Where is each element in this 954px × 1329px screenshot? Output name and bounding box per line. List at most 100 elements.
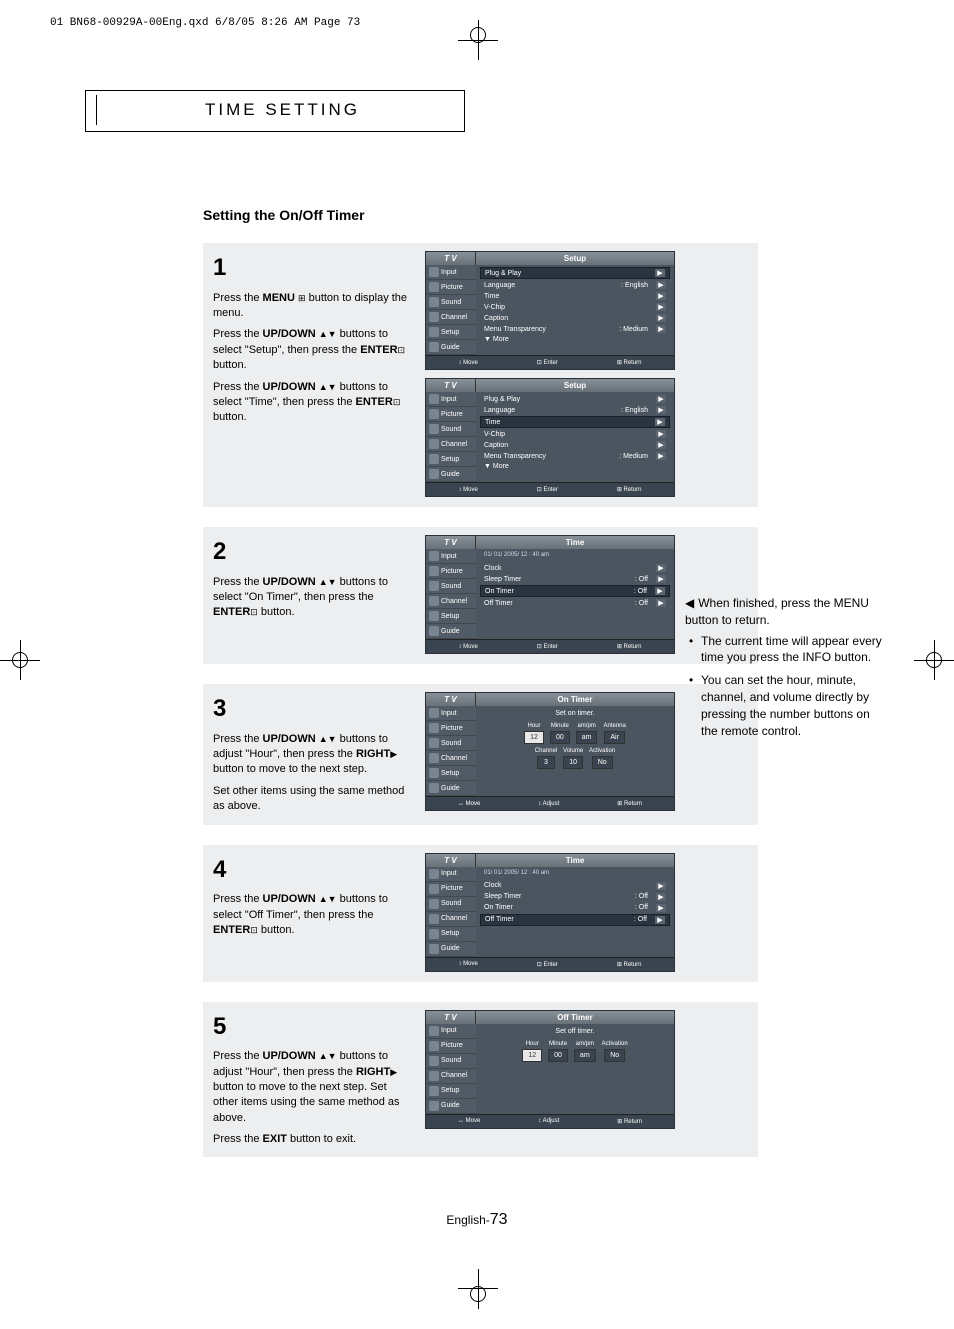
tv-date: 01/ 01/ 2005/ 12 : 40 am [480,551,670,559]
tv-sidebar-icon [429,566,439,576]
step-block: 3Press the UP/DOWN ▲▼ buttons to adjust … [203,684,758,825]
arrow-right-icon: ▶ [655,587,665,595]
tv-sidebar-item: Channel [426,1069,476,1084]
tv-sidebar-item: Input [426,265,476,280]
tv-sidebar-item: Guide [426,340,476,355]
tv-sidebar-icon [429,753,439,763]
tv-sidebar-icon [429,454,439,464]
arrow-right-icon: ▶ [656,882,666,890]
tv-sidebar-item: Setup [426,609,476,624]
tv-menu: T VSetupInputPictureSoundChannelSetupGui… [425,378,675,497]
button-icon: ▶ [390,749,397,759]
tv-sidebar-icon [429,439,439,449]
tv-sidebar-icon [429,312,439,322]
tv-sidebar-icon [429,596,439,606]
registration-bottom [0,1269,954,1329]
arrow-right-icon: ▶ [656,281,666,289]
button-icon: ▲▼ [319,329,337,339]
registration-right [914,640,954,680]
button-icon: ⊡ [398,345,406,355]
tv-sidebar-icon [429,551,439,561]
side-note-bullet: The current time will appear every time … [701,633,885,667]
arrow-right-icon: ▶ [656,599,666,607]
tv-footer: ↔ Move↕ Adjust⊞ Return [426,796,674,810]
tv-sidebar-icon [429,783,439,793]
tv-sidebar-icon [429,914,439,924]
tv-sidebar-icon [429,884,439,894]
tv-sidebar-icon [429,424,439,434]
step-screenshots: T VTimeInputPictureSoundChannelSetupGuid… [425,853,748,972]
tv-sidebar-icon [429,267,439,277]
tv-label: T V [426,536,476,549]
tv-menu-title: Time [476,536,674,549]
button-icon: ⊡ [393,397,401,407]
arrow-right-icon: ▶ [656,430,666,438]
step-block: 2Press the UP/DOWN ▲▼ buttons to select … [203,527,758,664]
timer-heading: Set on timer. [555,710,594,717]
tv-menu-row: On Timer: Off▶ [480,585,670,597]
tv-sidebar-icon [429,1101,439,1111]
tv-sidebar-item: Guide [426,624,476,639]
tv-menu-row: Language: English▶ [480,405,670,415]
tv-sidebar-item: Picture [426,882,476,897]
section-title: TIME SETTING [205,100,360,120]
tv-sidebar-item: Setup [426,766,476,781]
tv-sidebar-item: Setup [426,1084,476,1099]
tv-sidebar-item: Input [426,706,476,721]
timer-col: Hour12 [522,1041,542,1062]
tv-sidebar-item: Picture [426,564,476,579]
arrow-right-icon: ▶ [656,904,666,912]
tv-menu-title: Off Timer [476,1011,674,1024]
tv-sidebar-icon [429,944,439,954]
tv-sidebar-icon [429,282,439,292]
step-block: 5Press the UP/DOWN ▲▼ buttons to adjust … [203,1002,758,1158]
arrow-right-icon: ▶ [656,564,666,572]
tv-footer: ↕ Move⊡ Enter⊞ Return [426,639,674,653]
tv-menu-row: Time▶ [480,291,670,301]
button-icon: ⊞ [298,293,306,303]
arrow-right-icon: ▶ [656,575,666,583]
tv-sidebar-icon [429,1041,439,1051]
tv-menu-title: On Timer [476,693,674,706]
tv-menu: T VSetupInputPictureSoundChannelSetupGui… [425,251,675,370]
tv-menu-row: Clock▶ [480,881,670,891]
button-icon: ▲▼ [319,382,337,392]
tv-sidebar-icon [429,708,439,718]
registration-left [0,640,40,680]
tv-sidebar-icon [429,394,439,404]
timer-col: AntennaAir [603,723,625,744]
tv-menu-row: Language: English▶ [480,280,670,290]
tv-sidebar-icon [429,1071,439,1081]
tv-sidebar-item: Picture [426,280,476,295]
tv-sidebar-icon [429,581,439,591]
tv-sidebar-item: Guide [426,781,476,796]
tv-menu-row: Caption▶ [480,313,670,323]
arrow-right-icon: ▶ [655,916,665,924]
tv-date: 01/ 01/ 2005/ 12 : 40 am [480,869,670,877]
timer-col: am/pmam [576,723,598,744]
tv-label: T V [426,379,476,392]
file-header: 01 BN68-00929A-00Eng.qxd 6/8/05 8:26 AM … [50,17,360,29]
arrow-right-icon: ▶ [655,269,665,277]
tv-menu-row: On Timer: Off▶ [480,903,670,913]
tv-menu: T VOff TimerInputPictureSoundChannelSetu… [425,1010,675,1129]
tv-sidebar-item: Sound [426,579,476,594]
main-heading: Setting the On/Off Timer [203,207,865,223]
tv-label: T V [426,854,476,867]
tv-menu-row: Off Timer: Off▶ [480,914,670,926]
tv-sidebar-item: Channel [426,912,476,927]
arrow-right-icon: ▶ [656,395,666,403]
timer-col: Volume10 [563,748,583,769]
tv-sidebar-icon [429,469,439,479]
tv-sidebar-item: Sound [426,422,476,437]
arrow-right-icon: ▶ [656,303,666,311]
tv-menu-row: Menu Transparency: Medium▶ [480,324,670,334]
button-icon: ⊡ [250,607,258,617]
tv-sidebar-icon [429,327,439,337]
tv-sidebar-item: Sound [426,1054,476,1069]
tv-menu-row: Sleep Timer: Off▶ [480,892,670,902]
tv-sidebar-item: Input [426,867,476,882]
side-notes: ◀When finished, press the MENU button to… [685,595,885,745]
tv-footer: ↕ Move⊡ Enter⊞ Return [426,482,674,496]
tv-sidebar-icon [429,342,439,352]
